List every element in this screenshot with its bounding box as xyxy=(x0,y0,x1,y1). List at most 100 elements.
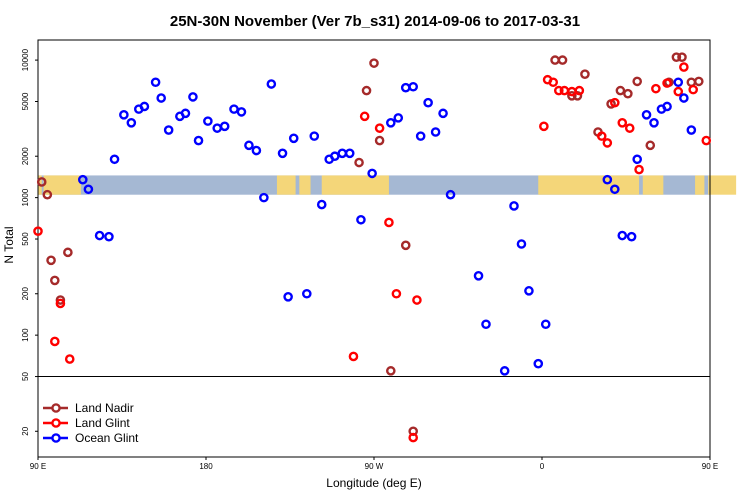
x-tick-label: 90 E xyxy=(30,462,46,471)
data-point xyxy=(42,189,53,200)
x-axis-label: Longitude (deg E) xyxy=(326,476,421,490)
data-point xyxy=(596,131,607,141)
data-point xyxy=(415,131,426,141)
data-point xyxy=(374,135,385,146)
data-point xyxy=(649,117,659,128)
data-point xyxy=(408,81,419,92)
y-axis-ticks: 20 50 100 200 500 1000 2000 5000 10000 xyxy=(21,48,38,436)
data-point xyxy=(55,295,66,305)
data-point xyxy=(203,116,213,126)
legend-label: Land Nadir xyxy=(75,401,134,415)
data-point xyxy=(626,231,637,242)
data-point xyxy=(632,154,643,165)
data-point xyxy=(679,62,689,72)
data-point xyxy=(83,184,94,195)
data-point xyxy=(266,79,277,89)
series-land-glint xyxy=(33,62,712,443)
data-point xyxy=(109,154,120,165)
data-point xyxy=(617,117,628,128)
data-point xyxy=(473,271,484,281)
data-point xyxy=(671,52,682,62)
data-point xyxy=(634,164,644,175)
data-points xyxy=(33,52,712,443)
data-point xyxy=(574,85,585,96)
data-point xyxy=(229,104,239,114)
data-point xyxy=(610,97,620,108)
data-point xyxy=(139,101,150,112)
land-band-segment xyxy=(695,175,705,195)
data-point xyxy=(384,217,394,228)
data-point xyxy=(615,85,626,96)
y-tick-label: 1000 xyxy=(21,188,30,206)
series-ocean-glint xyxy=(78,77,697,376)
data-point xyxy=(559,85,570,96)
data-point xyxy=(445,189,456,200)
x-tick-label: 180 xyxy=(199,462,213,471)
data-point xyxy=(412,295,422,305)
land-band-segment xyxy=(538,175,640,195)
data-point xyxy=(400,240,411,251)
y-axis-label: N Total xyxy=(2,226,16,263)
data-point xyxy=(686,125,697,135)
data-point xyxy=(283,292,293,302)
data-point xyxy=(645,140,656,151)
data-point xyxy=(701,135,712,146)
data-point xyxy=(524,286,534,296)
data-point xyxy=(33,226,43,236)
legend-marker xyxy=(51,433,61,443)
data-point xyxy=(516,239,527,249)
x-axis-ticks: 90 E 180 90 W 0 90 E xyxy=(30,457,718,471)
y-tick-label: 50 xyxy=(21,372,30,381)
data-point xyxy=(301,288,312,299)
data-point xyxy=(580,69,590,79)
data-point xyxy=(550,55,560,65)
data-point xyxy=(374,123,385,133)
data-point xyxy=(624,123,635,133)
data-point xyxy=(78,174,88,185)
data-point xyxy=(104,231,114,242)
data-point xyxy=(150,77,161,88)
land-band-segment xyxy=(708,175,737,195)
plot-frame xyxy=(37,39,711,458)
data-point xyxy=(673,86,684,97)
land-band-segment xyxy=(43,175,81,195)
data-point xyxy=(316,199,327,210)
data-point xyxy=(567,91,577,101)
y-tick-label: 100 xyxy=(21,328,30,342)
data-point xyxy=(610,184,620,195)
data-point xyxy=(632,76,643,87)
data-point xyxy=(430,127,441,137)
land-band-segment xyxy=(276,175,296,195)
data-point xyxy=(188,92,198,102)
data-point xyxy=(602,174,613,185)
land-ocean-band xyxy=(38,175,737,195)
data-point xyxy=(540,319,551,330)
data-point xyxy=(539,121,549,132)
data-point xyxy=(673,77,684,88)
data-point xyxy=(557,55,568,65)
data-point xyxy=(259,192,269,203)
data-point xyxy=(548,77,559,88)
data-point xyxy=(63,247,73,258)
data-point xyxy=(602,138,613,148)
data-point xyxy=(329,151,340,162)
data-point xyxy=(277,148,288,159)
y-tick-label: 200 xyxy=(21,287,30,301)
data-point xyxy=(641,110,652,120)
data-point xyxy=(393,113,404,123)
data-point xyxy=(662,101,672,112)
data-point xyxy=(694,76,704,87)
y-tick-label: 5000 xyxy=(21,92,30,110)
land-band-segment xyxy=(642,175,664,195)
data-point xyxy=(651,83,661,94)
data-point xyxy=(385,117,396,128)
legend-marker xyxy=(51,403,61,413)
data-point xyxy=(369,58,379,68)
data-point xyxy=(36,177,47,187)
data-point xyxy=(408,432,419,443)
chart-title: 25N-30N November (Ver 7b_s31) 2014-09-06… xyxy=(170,13,580,30)
data-point xyxy=(50,275,60,286)
land-band-segment xyxy=(321,175,389,195)
